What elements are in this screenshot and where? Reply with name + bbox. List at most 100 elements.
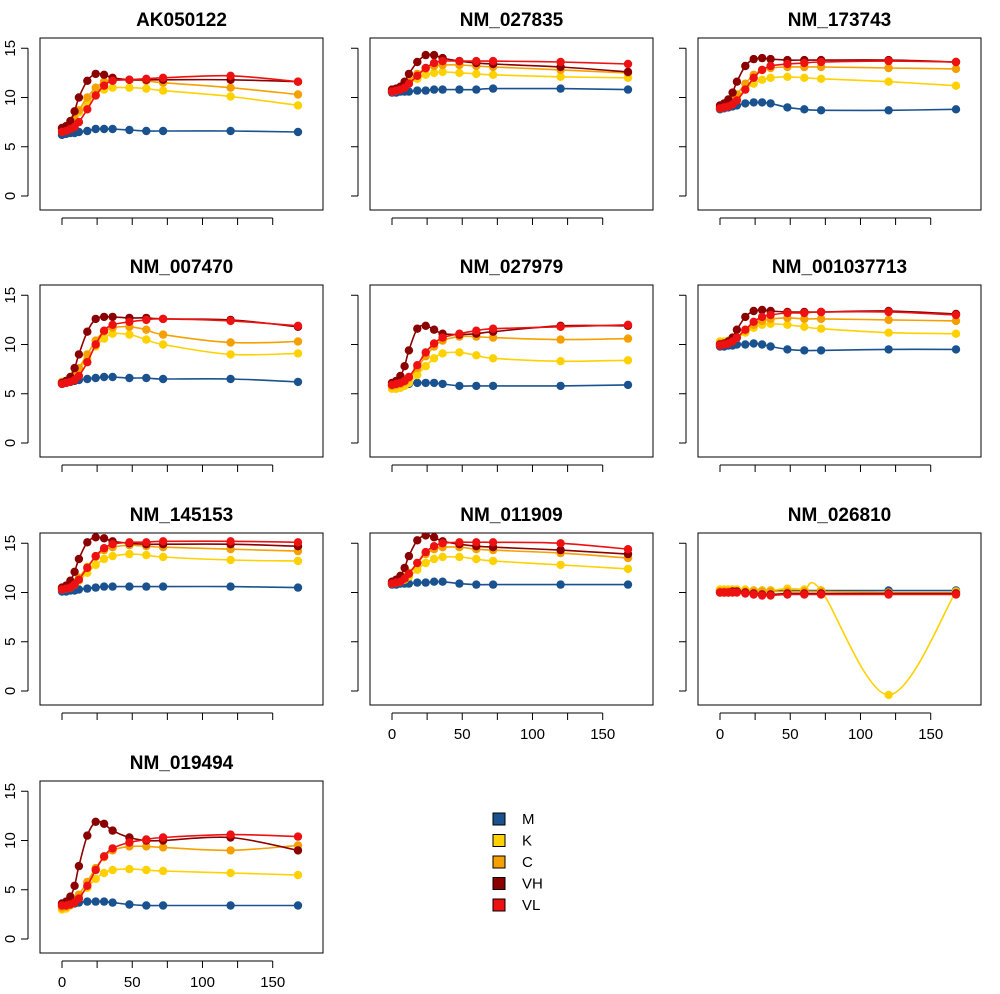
plot-area [387,50,633,97]
data-point-VL [91,340,100,349]
data-point-M [125,582,134,591]
data-point-VL [74,371,84,381]
data-point-M [293,127,303,137]
data-point-C [884,63,893,73]
data-point-VL [438,333,447,342]
panel-title: NM_173743 [788,10,892,31]
data-point-M [83,374,92,384]
data-point-VH [400,362,409,371]
data-point-VL [142,835,151,844]
data-point-K [158,86,168,95]
data-point-M [429,378,439,388]
data-point-VL [556,539,565,548]
data-point-M [83,126,92,136]
data-point-VL [429,58,439,68]
data-point-K [99,334,109,343]
data-point-VL [951,310,961,320]
data-point-VL [749,73,758,83]
data-point-VH [429,50,439,60]
y-tick-label: 0 [2,192,19,200]
data-point-VL [757,65,767,75]
data-point-K [623,356,633,365]
data-point-VL [293,321,303,330]
data-point-VH [70,107,79,116]
panel-title: NM_027835 [460,10,564,31]
data-point-K [757,75,767,85]
data-point-K [429,354,439,363]
data-point-C [226,338,235,347]
data-point-VL [429,339,439,348]
data-point-VL [816,307,826,317]
data-point-VL [226,830,235,839]
plot-area [715,305,961,355]
x-tick-label: 0 [388,726,396,743]
data-point-M [83,897,92,906]
series-line-VL [61,318,299,385]
panel-title: AK050122 [136,10,227,31]
panel-NM_173743: NM_173743 [679,10,982,225]
data-point-M [438,577,447,586]
data-point-M [142,373,151,383]
data-point-K [158,340,168,349]
data-point-M [455,579,464,588]
data-point-VH [413,324,422,333]
data-point-C [884,315,893,325]
data-point-VL [142,74,151,84]
data-point-VL [766,591,775,600]
data-point-M [766,99,775,108]
data-point-M [99,582,109,591]
data-point-VH [91,314,100,324]
data-point-M [421,578,430,587]
data-point-M [413,86,422,95]
plot-area [715,53,961,115]
data-point-VL [556,322,565,331]
data-point-K [142,84,151,93]
data-point-M [83,584,92,593]
data-point-VL [741,325,750,334]
data-point-VH [404,346,414,355]
data-point-K [413,565,422,574]
data-point-C [142,325,151,334]
data-point-C [158,843,168,852]
data-point-K [108,329,117,338]
legend-swatch-VL [492,898,506,912]
data-point-M [741,340,750,349]
legend-swatch-VH [492,877,506,890]
data-point-VL [732,588,742,597]
legend-label-VH: VH [522,876,543,893]
data-point-VL [125,317,134,326]
data-point-C [556,335,565,344]
data-point-M [108,898,117,907]
plot-frame [697,284,982,458]
data-point-VH [741,312,750,322]
panel-NM_026810: NM_026810 0 50 100 150 [679,505,982,743]
data-point-VL [74,894,84,903]
panels-group: AK050122 0 5 10 15 NM_027835 NM_173743 NM_00747… [2,10,982,991]
data-point-M [488,84,498,93]
plot-frame [369,37,654,211]
data-point-VL [404,79,414,88]
data-point-M [472,381,481,391]
data-point-VL [783,590,792,599]
data-point-VH [429,325,439,334]
data-point-VH [404,69,414,79]
data-point-K [158,552,168,562]
data-point-M [749,98,758,107]
data-point-VH [99,534,109,543]
data-point-M [800,105,809,114]
data-point-VL [404,372,414,382]
data-point-VL [99,852,109,861]
legend-swatch-M [492,812,506,826]
plot-frame [369,284,654,458]
data-point-C [158,330,168,339]
data-point-M [226,582,235,591]
data-point-VH [99,819,109,828]
x-tick-label: 0 [58,974,66,991]
data-point-M [951,105,961,114]
data-point-VL [91,551,100,561]
data-point-VL [800,58,809,68]
data-point-VH [83,538,92,547]
y-tick-label: 15 [2,783,19,800]
data-point-VL [142,538,151,547]
data-point-M [293,377,303,387]
